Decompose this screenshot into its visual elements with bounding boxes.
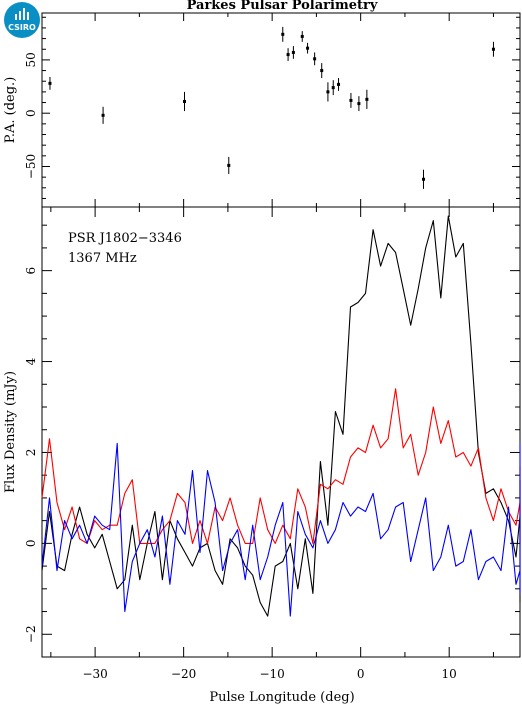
pa-axis-label: P.A. (deg.) [3, 77, 18, 144]
pa-point [326, 90, 330, 94]
chart-title: Parkes Pulsar Polarimetry [187, 0, 378, 13]
flux-y-tick-label: 6 [24, 267, 38, 275]
pa-point [300, 34, 304, 38]
flux-panel-frame [41, 206, 521, 658]
total-intensity-line [41, 215, 521, 617]
pa-point [422, 177, 426, 181]
flux-x-tick-label: −10 [259, 667, 284, 681]
flux-y-tick-label: 4 [24, 357, 38, 365]
pa-point [365, 97, 369, 101]
pa-point [281, 32, 285, 36]
flux-series [41, 215, 521, 617]
csiro-logo: CSIRO [4, 2, 40, 38]
pulsar-name: PSR J1802−3346 [68, 231, 182, 246]
flux-x-tick-label: 10 [442, 667, 457, 681]
pa-points [48, 26, 495, 189]
csiro-logo-bars-icon [15, 8, 29, 20]
pa-point [306, 46, 310, 50]
pa-point [183, 99, 187, 103]
pa-point [286, 53, 290, 57]
pa-point [320, 69, 324, 73]
observing-frequency: 1367 MHz [68, 251, 137, 266]
flux-y-tick-label: 2 [24, 449, 38, 457]
x-axis-label: Pulse Longitude (deg) [209, 690, 354, 705]
pa-point [337, 82, 341, 86]
flux-y-tick-label: −2 [24, 625, 38, 643]
pa-panel-frame [41, 12, 521, 208]
flux-y-tick-label: 0 [24, 540, 38, 548]
pa-axis-ticks: −50 0 50 [24, 13, 520, 207]
flux-x-tick-label: −30 [82, 667, 107, 681]
linear-polarization-line [41, 388, 521, 544]
pa-point [313, 57, 317, 61]
pa-point [491, 47, 495, 51]
flux-axis-label: Flux Density (mJy) [3, 371, 18, 493]
pa-y-tick-label: 50 [24, 52, 38, 67]
pa-y-tick-label: −50 [24, 154, 38, 179]
pa-y-tick-label: 0 [24, 109, 38, 117]
flux-x-tick-label: 0 [357, 667, 365, 681]
pa-point [357, 102, 361, 106]
pa-point [101, 113, 105, 117]
pa-point [227, 163, 231, 167]
logo-text: CSIRO [8, 23, 36, 32]
pa-point [349, 98, 353, 102]
pa-point [291, 50, 295, 54]
pa-point [331, 86, 335, 90]
flux-x-tick-label: −20 [171, 667, 196, 681]
pa-point [48, 81, 52, 85]
circular-polarization-line [41, 442, 521, 617]
